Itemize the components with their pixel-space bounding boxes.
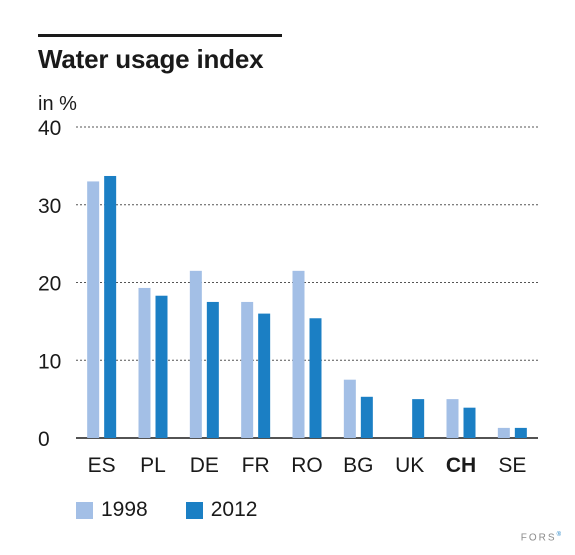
- brand-logo: FORS®: [521, 532, 561, 543]
- bar-bg-2012: [360, 396, 373, 438]
- bar-fr-2012: [258, 313, 271, 438]
- x-tick-label-ro: RO: [291, 454, 323, 477]
- y-tick-label-40: 40: [38, 117, 61, 140]
- bar-ch-2012: [463, 407, 476, 438]
- x-tick-label-fr: FR: [242, 454, 270, 477]
- legend-item-1998: 1998: [76, 498, 148, 522]
- legend-label-2012: 2012: [210, 498, 258, 521]
- x-tick-label-pl: PL: [140, 454, 166, 477]
- legend: 1998 2012: [76, 498, 295, 522]
- bar-es-2012: [104, 175, 117, 439]
- bar-fr-1998: [241, 301, 254, 438]
- x-tick-label-ch: CH: [446, 454, 476, 477]
- bar-uk-2012: [412, 399, 425, 438]
- bar-ro-2012: [309, 318, 322, 438]
- y-tick-label-30: 30: [38, 195, 61, 218]
- legend-label-1998: 1998: [101, 498, 148, 521]
- bar-ro-1998: [292, 270, 305, 438]
- bar-pl-1998: [138, 287, 151, 438]
- bar-se-1998: [497, 427, 510, 438]
- bar-es-1998: [87, 181, 100, 439]
- chart-title: Water usage index: [38, 44, 264, 74]
- brand-text: FORS: [520, 532, 557, 543]
- y-tick-label-0: 0: [38, 428, 50, 451]
- x-tick-label-se: SE: [498, 454, 526, 477]
- x-tick-label-de: DE: [190, 454, 219, 477]
- bar-ch-1998: [446, 399, 459, 438]
- y-tick-label-10: 10: [38, 350, 61, 373]
- bar-bg-1998: [343, 379, 356, 438]
- legend-item-2012: 2012: [185, 498, 258, 522]
- bar-se-2012: [514, 427, 527, 438]
- legend-swatch-2012: [185, 501, 203, 519]
- bar-de-1998: [189, 270, 202, 438]
- bar-pl-2012: [155, 295, 168, 438]
- y-tick-label-20: 20: [38, 273, 61, 296]
- brand-mark: ®: [556, 531, 561, 538]
- title-rule: [38, 34, 282, 37]
- x-tick-label-bg: BG: [343, 454, 373, 477]
- x-tick-label-uk: UK: [395, 454, 424, 477]
- y-axis-label: in %: [38, 93, 77, 115]
- legend-swatch-1998: [76, 501, 93, 519]
- bar-de-2012: [206, 301, 219, 438]
- x-tick-label-es: ES: [88, 454, 116, 477]
